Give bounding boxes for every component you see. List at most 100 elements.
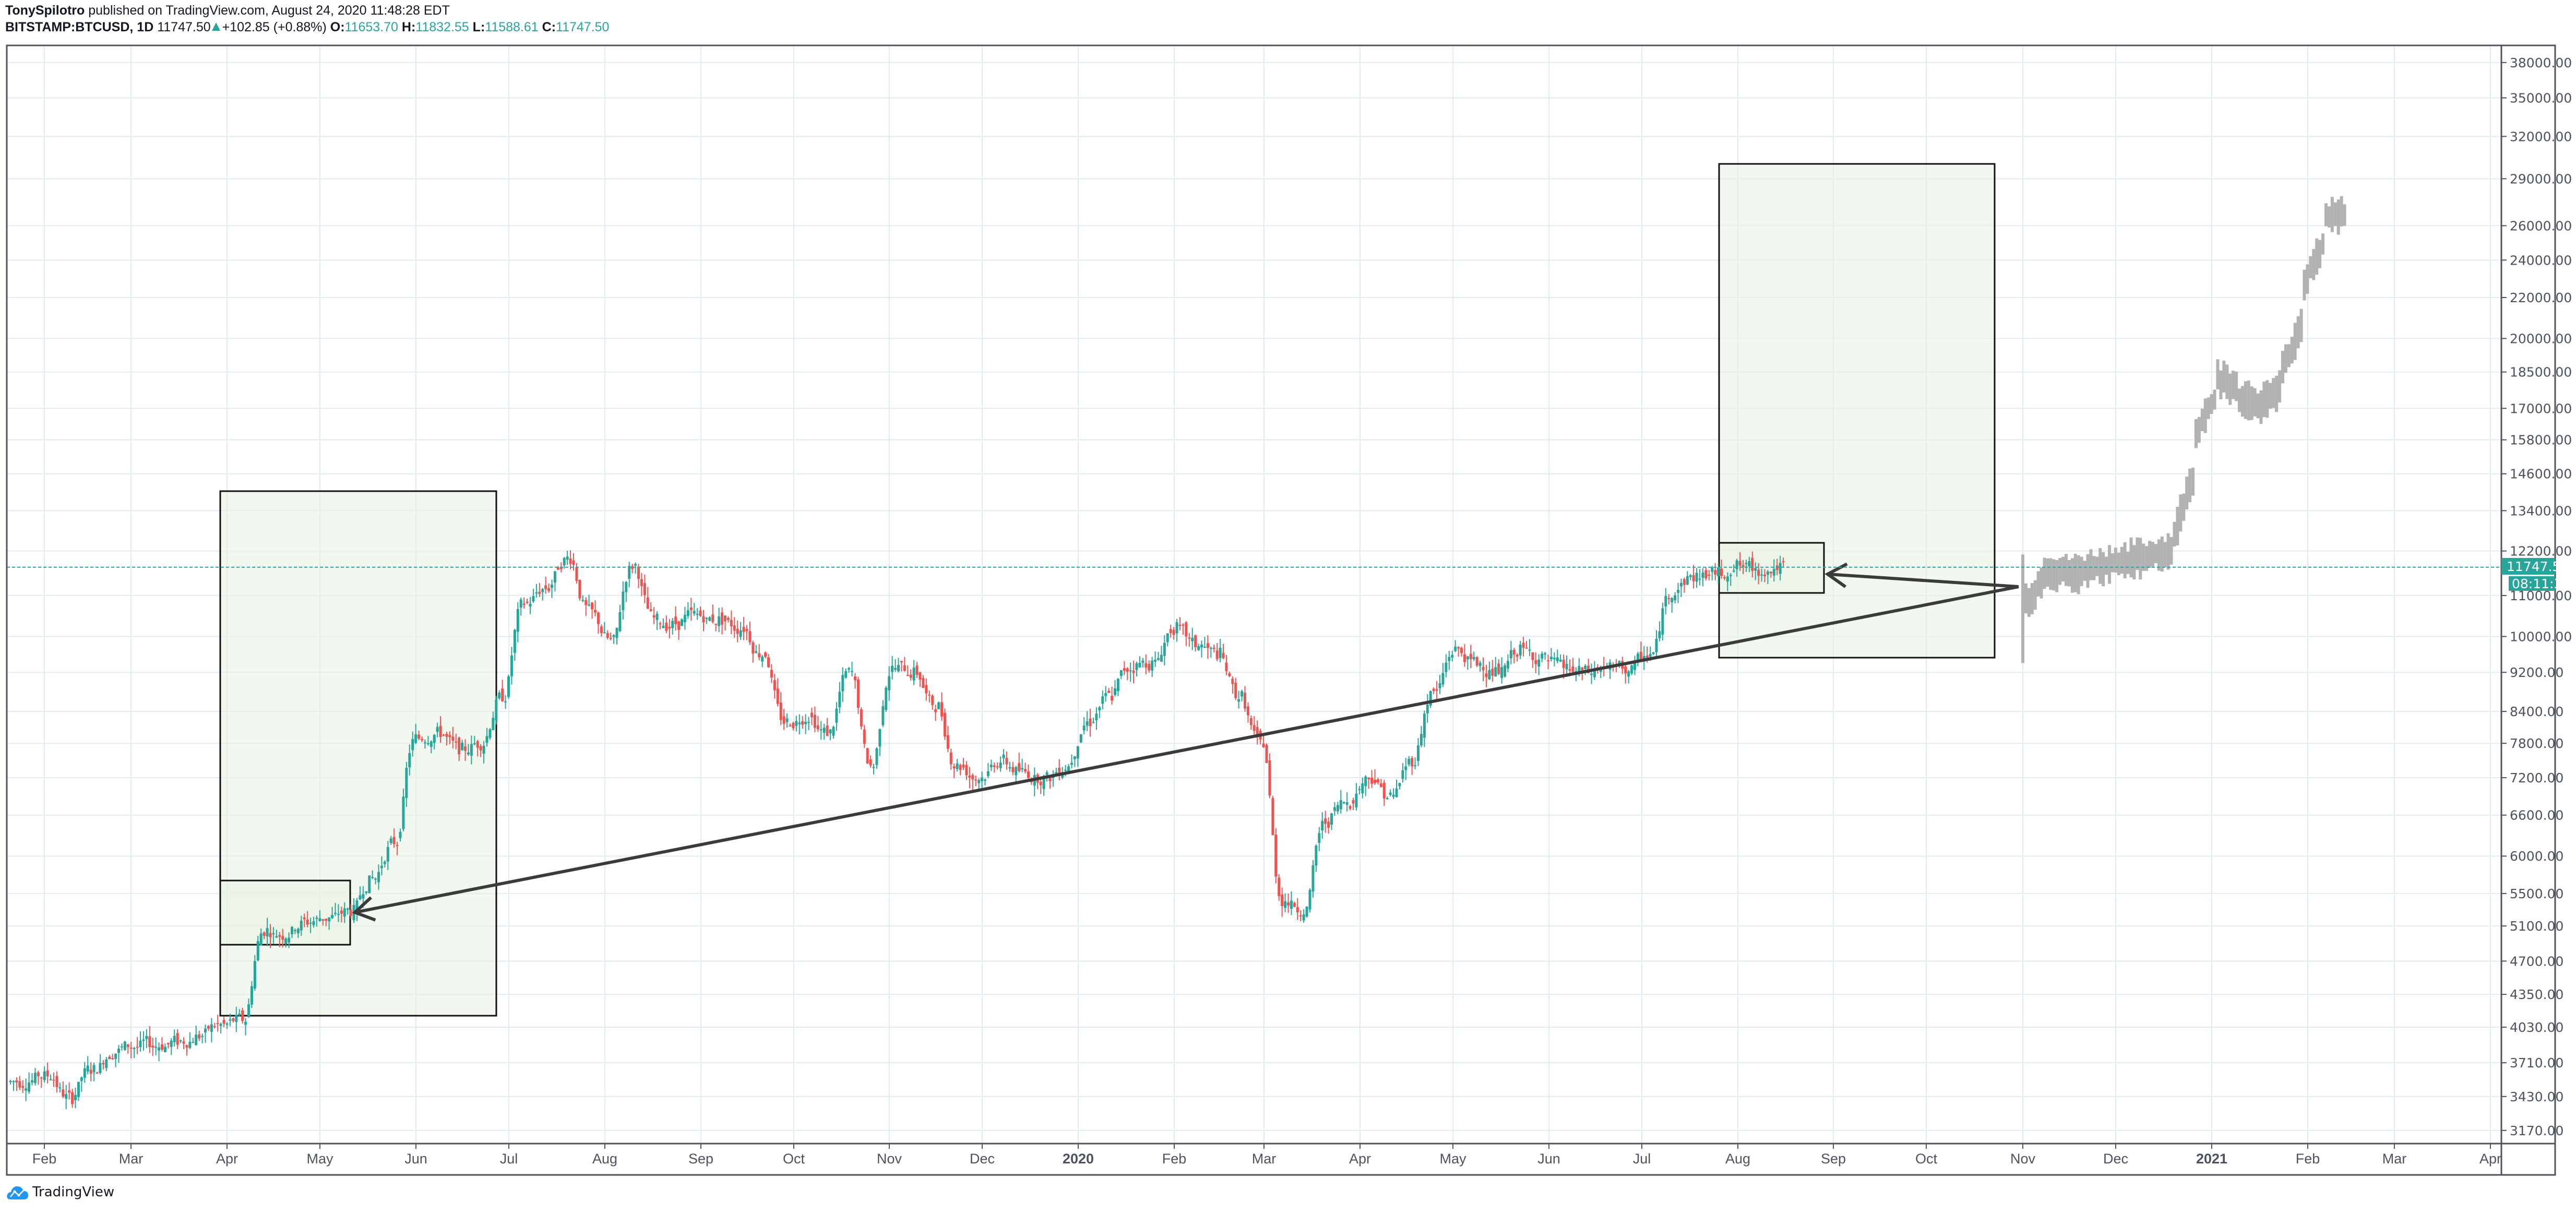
candle-body bbox=[1448, 657, 1451, 661]
projection-bar bbox=[2055, 560, 2059, 592]
candle-body bbox=[1692, 575, 1695, 581]
candle-body bbox=[1119, 670, 1123, 676]
candle-body bbox=[89, 1069, 92, 1074]
candle-body bbox=[1024, 769, 1027, 771]
candle-body bbox=[365, 891, 368, 893]
candle-body bbox=[1237, 699, 1241, 702]
candle-body bbox=[591, 602, 594, 610]
candle-body bbox=[1460, 648, 1463, 653]
candle-body bbox=[1011, 767, 1015, 772]
candle-body bbox=[798, 722, 801, 724]
candle-body bbox=[856, 679, 860, 708]
candle-body bbox=[634, 564, 637, 566]
price-tick-label: 13400.00 bbox=[2510, 503, 2572, 518]
price-tick-label: 29000.00 bbox=[2510, 171, 2572, 186]
candle-body bbox=[1045, 772, 1048, 775]
arrow-to-2019-box[interactable] bbox=[354, 585, 2019, 914]
candle-body bbox=[767, 657, 770, 668]
candle-body bbox=[1568, 669, 1571, 671]
candle-body bbox=[758, 653, 761, 658]
candle-body bbox=[225, 1023, 229, 1025]
candle-body bbox=[742, 626, 745, 632]
high-label: H: bbox=[401, 20, 416, 34]
candle-body bbox=[1500, 667, 1504, 679]
candle-body bbox=[1408, 758, 1411, 765]
time-tick-label: Jul bbox=[500, 1151, 518, 1167]
candle-body bbox=[1374, 779, 1376, 783]
candle-body bbox=[1073, 756, 1076, 759]
candle-body bbox=[1246, 706, 1249, 716]
projection-bar bbox=[2073, 554, 2077, 592]
candle-body bbox=[28, 1082, 31, 1092]
projection-bar bbox=[2126, 552, 2130, 574]
candle-body bbox=[244, 1021, 247, 1025]
candle-body bbox=[52, 1079, 55, 1081]
projection-bar bbox=[2312, 249, 2316, 280]
candle-body bbox=[250, 986, 253, 1005]
candle-body bbox=[981, 777, 984, 781]
candle-body bbox=[659, 623, 662, 625]
candle-body bbox=[83, 1068, 86, 1078]
author-name[interactable]: TonySpilotro bbox=[5, 3, 85, 18]
projection-bar bbox=[2188, 468, 2192, 503]
candle-body bbox=[1775, 565, 1779, 570]
candle-body bbox=[949, 752, 952, 765]
candle-body bbox=[804, 721, 807, 724]
candle-body bbox=[1463, 654, 1466, 662]
candle-body bbox=[1228, 673, 1231, 676]
candle-body bbox=[340, 910, 343, 914]
candle-body bbox=[1512, 649, 1516, 655]
price-tick-label: 32000.00 bbox=[2510, 129, 2572, 144]
candlestick-series bbox=[9, 550, 1785, 1110]
candle-body bbox=[120, 1046, 123, 1048]
last-price-badge bbox=[2501, 558, 2555, 575]
candle-body bbox=[142, 1039, 145, 1041]
projection-bar bbox=[2272, 378, 2275, 408]
projection-bar bbox=[2163, 542, 2167, 567]
candle-body bbox=[195, 1034, 198, 1045]
price-tick-label: 14600.00 bbox=[2510, 467, 2572, 482]
tradingview-logo[interactable]: TradingView bbox=[6, 1184, 114, 1200]
candle-body bbox=[1772, 569, 1775, 576]
2020-consolidation-box[interactable] bbox=[1718, 542, 1825, 594]
candle-body bbox=[1645, 656, 1649, 658]
price-tick-label: 10000.00 bbox=[2510, 629, 2572, 644]
projection-bar bbox=[2284, 344, 2287, 373]
candle-body bbox=[1039, 782, 1042, 786]
candle-body bbox=[838, 692, 841, 708]
projection-bar bbox=[2123, 542, 2127, 578]
projection-bar bbox=[2046, 558, 2049, 587]
projection-bar bbox=[2210, 394, 2213, 414]
price-tick-label: 17000.00 bbox=[2510, 401, 2572, 416]
arrow-to-2020-box[interactable] bbox=[1827, 573, 2019, 588]
price-tick-label: 22000.00 bbox=[2510, 290, 2572, 305]
candle-body bbox=[668, 626, 671, 629]
price-tick-label: 3710.00 bbox=[2510, 1055, 2563, 1071]
projection-bars-pattern[interactable] bbox=[2021, 196, 2346, 663]
candle-body bbox=[1553, 658, 1556, 660]
projection-bar bbox=[2299, 308, 2303, 342]
projection-bar bbox=[2110, 553, 2114, 573]
drawing-rectangles[interactable] bbox=[219, 163, 1996, 1017]
candle-body bbox=[606, 633, 609, 638]
candle-body bbox=[1086, 721, 1089, 726]
time-axis[interactable]: Feb Mar Apr May Jun Jul Aug Sep Oct Nov Dec 2020 Feb… bbox=[32, 1144, 2501, 1167]
candle-body bbox=[652, 615, 655, 617]
candle-body bbox=[1271, 798, 1274, 835]
candle-body bbox=[1478, 662, 1482, 667]
candle-body bbox=[46, 1071, 49, 1077]
projection-bar bbox=[2244, 381, 2247, 419]
projection-bar bbox=[2151, 542, 2154, 567]
projection-bar bbox=[2333, 202, 2337, 227]
time-tick-label: Sep bbox=[688, 1151, 713, 1167]
candle-body bbox=[136, 1046, 139, 1048]
candle-body bbox=[968, 776, 971, 778]
candle-body bbox=[618, 612, 622, 631]
2019-consolidation-box[interactable] bbox=[219, 879, 351, 946]
candle-body bbox=[269, 933, 272, 937]
candle-body bbox=[1367, 778, 1370, 779]
price-axis[interactable]: 38000.00 35000.00 32000.00 29000.00 26000.00… bbox=[2501, 55, 2572, 1138]
candle-body bbox=[284, 938, 288, 944]
candle-body bbox=[1021, 768, 1024, 770]
